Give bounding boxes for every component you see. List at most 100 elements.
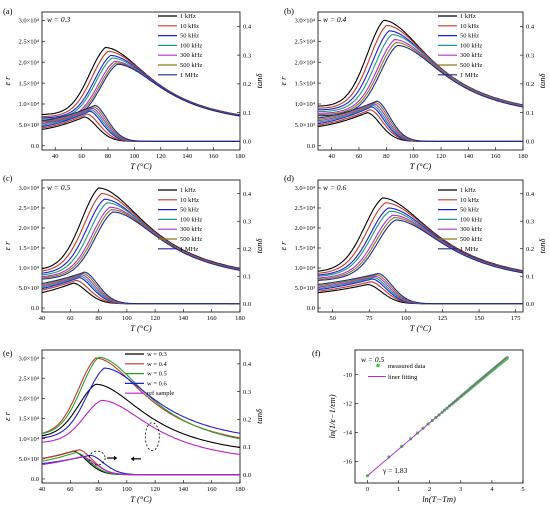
panel-label: (d)	[284, 173, 294, 183]
tan-line-500-kHz	[318, 274, 523, 305]
y-tick-label: 1.5×10⁴	[18, 416, 39, 423]
eps-line-ref-sample	[42, 399, 240, 456]
x-tick-label: 50	[329, 315, 336, 322]
legend-label: measured data	[388, 363, 425, 370]
y2-tick-label: 0.2	[243, 246, 251, 253]
y-tick-label: 1.5×10⁴	[294, 245, 315, 252]
x-tick-label: 180	[235, 315, 245, 322]
y-axis-title: ε r	[2, 241, 12, 250]
y-tick-label: 3.0×10⁴	[18, 355, 39, 362]
y-tick-label: 2.0×10⁴	[294, 225, 315, 232]
legend-label: 500 kHz	[460, 62, 482, 69]
x-tick-label: 125	[438, 315, 448, 322]
y-tick-label: 1.5×10⁴	[18, 80, 39, 87]
x-tick-label: 100	[130, 153, 140, 160]
y2-axis-title: tanδ	[254, 408, 264, 424]
dashed-circle-eps	[144, 422, 160, 452]
y-tick-label: 2.5×10⁴	[18, 375, 39, 382]
y-axis-title: ln(1/ε−1/εm)	[327, 394, 337, 438]
eps-line-10-kHz	[42, 50, 240, 118]
tan-line-1-MHz	[318, 100, 523, 142]
x-tick-label: 60	[356, 153, 363, 160]
legend-label: 50 kHz	[460, 33, 479, 40]
composition-annotation: w = 0.3	[47, 15, 70, 24]
tan-line-w-=-0.6	[42, 454, 240, 476]
y2-tick-label: 0.2	[526, 246, 534, 253]
x-tick-label: 0	[366, 486, 369, 493]
legend-label: 1 kHz	[180, 187, 196, 194]
y-axis-title: ε r	[278, 76, 288, 85]
eps-line-1-kHz	[318, 19, 523, 107]
y2-tick-label: 0.0	[243, 472, 251, 479]
x-tick-label: 40	[39, 486, 46, 493]
panel-label: (b)	[284, 6, 294, 16]
legend-label: w = 0.4	[147, 361, 167, 368]
eps-line-100-kHz	[42, 202, 240, 276]
y2-tick-label: 0.2	[243, 81, 251, 88]
tan-line-10-kHz	[318, 281, 523, 305]
y-tick-label: 2.0×10⁴	[294, 59, 315, 66]
x-axis-title: T (°C)	[130, 323, 152, 333]
panel-a: (a) 40 60 80 100 120 140 160 180 0.0 5.0×10³ 1.0×10…	[2, 6, 264, 171]
x-axis-title: T (°C)	[410, 161, 432, 171]
y2-tick-label: 0.0	[243, 139, 251, 146]
legend-label: 500 kHz	[460, 236, 482, 243]
y-tick-label: 5.0×10³	[295, 285, 315, 292]
legend-label: w = 0.3	[147, 351, 167, 358]
x-tick-label: 1	[397, 486, 400, 493]
y2-tick-label: 0.4	[243, 24, 252, 31]
eps-line-1-kHz	[42, 46, 240, 116]
x-tick-label: 150	[474, 315, 484, 322]
x-axis-title: T (°C)	[130, 161, 152, 171]
x-tick-label: 160	[491, 153, 501, 160]
eps-line-1-MHz	[318, 219, 523, 281]
composition-annotation: w = 0.5	[47, 183, 70, 192]
x-tick-label: 160	[207, 486, 217, 493]
tan-line-1-MHz	[42, 271, 240, 305]
arrow-left-head	[131, 456, 135, 462]
y2-tick-label: 0.3	[526, 218, 534, 225]
x-axis-title: T (°C)	[130, 494, 152, 504]
y-tick-label: 2.5×10⁴	[294, 205, 315, 212]
y-tick-label: 0.0	[307, 143, 315, 150]
y-tick-label: 2.0×10⁴	[18, 396, 39, 403]
y-tick-label: 1.0×10⁴	[294, 101, 315, 108]
panel-c: (c) 40 60 80 100 120 140 160 180 0.0 5.0×10³ 1.0×10…	[2, 173, 264, 333]
x-axis-title: T (°C)	[410, 323, 432, 333]
legend-label: 500 kHz	[180, 236, 202, 243]
y2-tick-label: 0.4	[526, 24, 535, 31]
legend-label: 10 kHz	[180, 23, 199, 30]
x-tick-label: 3	[459, 486, 462, 493]
legend-label: w = 0.6	[147, 380, 167, 387]
dashed-circle-tan	[88, 450, 106, 466]
legend-label: w = 0.5	[147, 371, 167, 378]
y-tick-label: 2.0×10⁴	[18, 59, 39, 66]
panel-label: (e)	[3, 348, 13, 358]
x-tick-label: 40	[328, 153, 335, 160]
y2-tick-label: 0.4	[526, 191, 535, 198]
plot-frame	[354, 349, 524, 484]
y2-axis-title: tanδ	[537, 238, 547, 254]
legend-label: 300 kHz	[460, 226, 482, 233]
legend-label: 300 kHz	[180, 226, 202, 233]
y-tick-label: 3.0×10⁴	[18, 18, 39, 25]
x-tick-label: 60	[67, 315, 74, 322]
x-tick-label: 180	[235, 153, 245, 160]
eps-line-w-=-0.3	[42, 383, 240, 449]
x-tick-label: 75	[366, 315, 373, 322]
y2-tick-label: 0.3	[243, 218, 251, 225]
y-tick-label: 5.0×10³	[19, 285, 39, 292]
tan-line-1-kHz	[318, 112, 523, 142]
legend-label: liner fitting	[388, 374, 418, 381]
legend-label: 10 kHz	[460, 197, 479, 204]
y-tick-label: 0.0	[307, 305, 315, 312]
composition-annotation: w = 0.4	[323, 15, 346, 24]
legend-label: 300 kHz	[180, 52, 202, 59]
panel-d: (d) 50 75 100 125 150 175 0.0 5.0×10³ 1.0×10⁴ 1.5×…	[278, 173, 547, 333]
x-tick-label: 80	[383, 153, 390, 160]
x-tick-label: 140	[463, 153, 473, 160]
legend-label: 50 kHz	[180, 33, 199, 40]
x-tick-label: 5	[521, 486, 524, 493]
x-tick-label: 100	[401, 315, 411, 322]
y-tick-label: 2.5×10⁴	[18, 205, 39, 212]
